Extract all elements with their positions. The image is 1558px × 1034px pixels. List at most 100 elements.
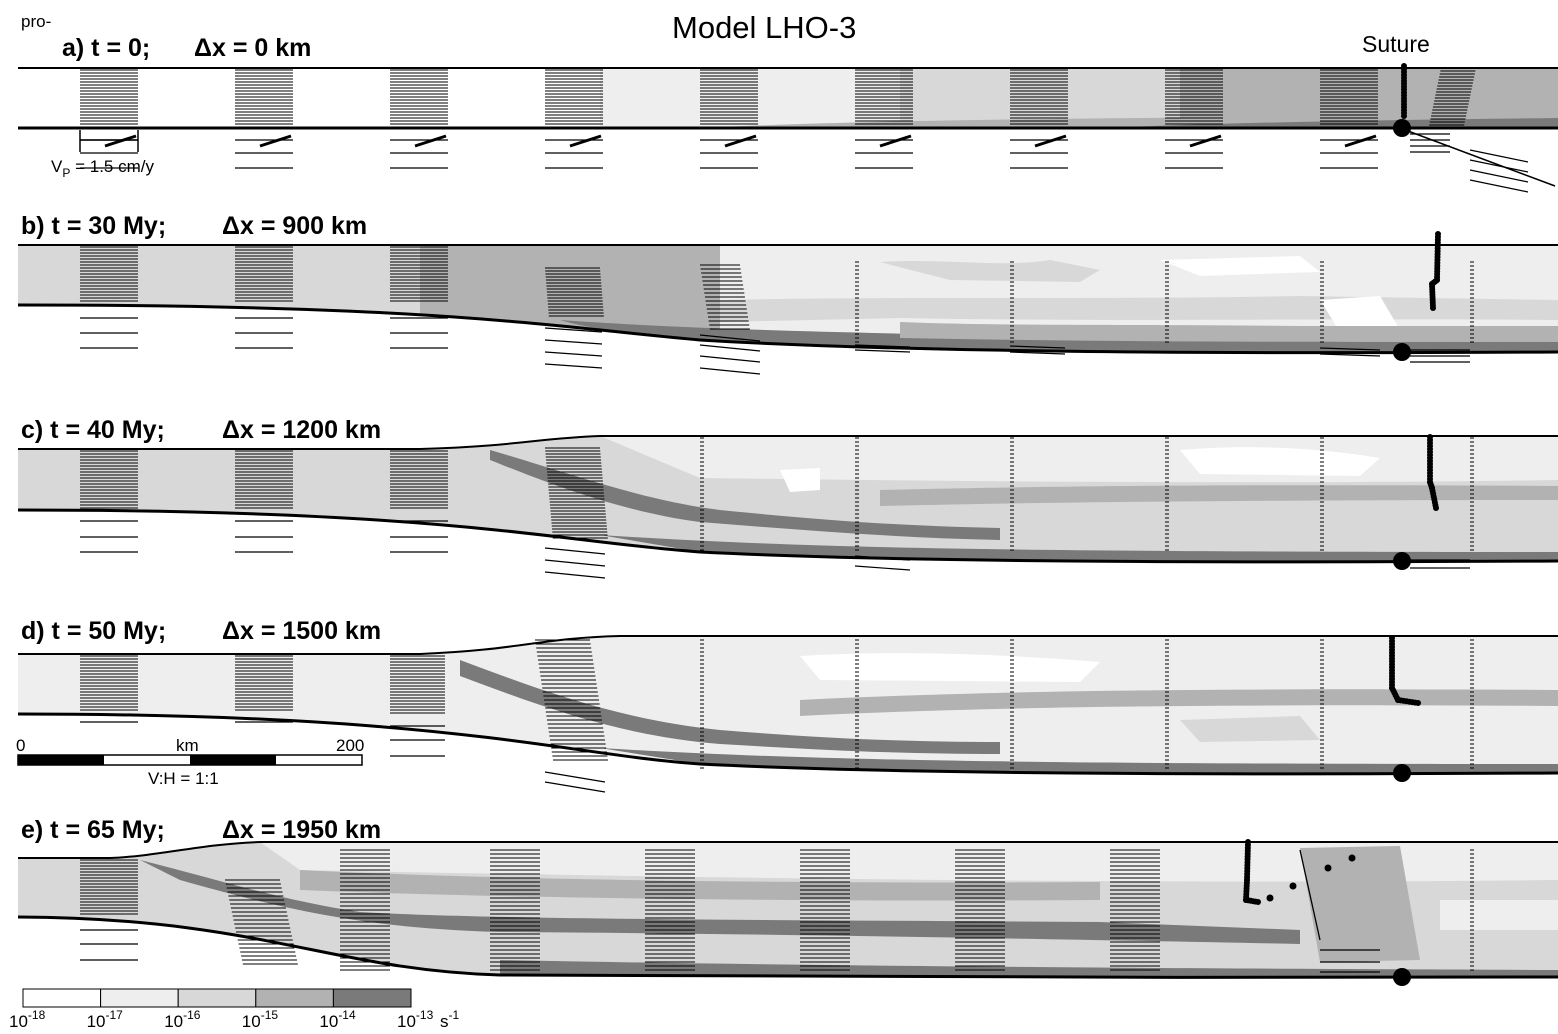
strain-marker-column	[390, 655, 445, 714]
mantle-marker-lines	[80, 520, 138, 553]
strain-marker-column	[1320, 69, 1378, 125]
strain-marker-column	[535, 639, 608, 761]
strain-marker-column	[700, 264, 750, 330]
suture-marker-chain	[1389, 635, 1421, 706]
strain-marker-column	[80, 859, 138, 915]
mantle-marker-lines	[1009, 345, 1066, 355]
suture-marker-chain	[1401, 63, 1407, 119]
mantle-marker-lines	[390, 317, 448, 349]
strain-marker-column	[1470, 639, 1474, 769]
mantle-marker-lines	[699, 334, 761, 375]
scale-bar: 0 km 200 V:H = 1:1	[16, 736, 364, 788]
strain-marker-column	[235, 246, 293, 302]
colorbar-swatch	[22, 988, 102, 1008]
panel-e-label: e) t = 65 My;	[21, 816, 165, 844]
strain-marker-column	[80, 246, 138, 302]
velocity-arrow	[259, 134, 292, 148]
strain-marker-column	[225, 879, 298, 965]
mantle-marker-lines	[855, 152, 913, 169]
strain-marker-column	[855, 639, 859, 769]
colorbar-swatch	[255, 988, 334, 1008]
suture-markers	[1243, 63, 1441, 986]
mantle-marker-lines	[390, 520, 448, 553]
strain-marker-column	[235, 450, 293, 509]
colorbar-tick-label: 10-16	[164, 1008, 201, 1031]
strain-marker-column	[1320, 437, 1324, 551]
panel-d-label: d) t = 50 My;	[21, 617, 166, 645]
strain-marker-column	[1110, 849, 1160, 971]
strain-marker-column	[1470, 261, 1474, 343]
panel-a: a) t = 0; Δx = 0 km Suture VP = 1.5 cm/y	[18, 31, 1558, 180]
strain-marker-column	[1165, 69, 1223, 125]
strain-marker-column	[700, 69, 758, 125]
strain-marker-column	[235, 69, 293, 125]
colorbar-tick-label: 10-13	[397, 1008, 434, 1031]
strain-marker-column	[700, 639, 704, 769]
strain-marker-column	[1429, 67, 1476, 126]
suture-marker-chain	[1243, 839, 1261, 905]
strain-marker-grids	[80, 67, 1556, 973]
subduction-slab-line	[1399, 127, 1556, 187]
velocity-arrow	[414, 134, 447, 148]
panel-c: c) t = 40 My; Δx = 1200 km	[17, 416, 1558, 564]
side-label: pro-	[21, 12, 51, 31]
mantle-marker-lines	[1410, 559, 1470, 569]
suture-point	[1393, 764, 1411, 782]
mantle-marker-lines	[80, 929, 138, 961]
mantle-marker-lines	[854, 344, 911, 353]
velocity-arrow	[569, 134, 602, 148]
mantle-marker-lines	[1410, 133, 1450, 153]
mantle-marker-lines	[80, 152, 138, 169]
mantle-marker-lines	[545, 152, 603, 169]
strain-marker-column	[855, 69, 913, 125]
scale-bar-end: 200	[336, 736, 364, 755]
mantle-marker-lines	[390, 725, 445, 757]
strain-marker-column	[1470, 437, 1474, 551]
figure-title: Model LHO-3	[672, 10, 856, 45]
mantle-marker-lines	[390, 152, 448, 169]
strain-marker-column	[1165, 261, 1169, 343]
strain-marker-column	[545, 69, 603, 125]
mantle-marker-lines	[700, 152, 758, 169]
mantle-marker-lines	[1320, 949, 1380, 973]
mantle-marker-lines	[854, 555, 911, 571]
strain-marker-column	[1320, 261, 1324, 343]
strain-marker-column	[390, 450, 448, 509]
suture-point	[1393, 552, 1411, 570]
panel-b-label: b) t = 30 My;	[21, 212, 166, 240]
panel-c-displacement: Δx = 1200 km	[222, 416, 381, 444]
strain-marker-column	[390, 246, 448, 302]
scale-bar-start: 0	[16, 736, 25, 755]
colorbar-tick-label: 10-17	[87, 1008, 124, 1031]
strain-marker-column	[1010, 437, 1014, 551]
strain-marker-column	[1320, 639, 1324, 769]
strain-marker-column	[1010, 639, 1014, 769]
mantle-marker-lines	[235, 152, 293, 169]
suture-point	[1348, 854, 1356, 862]
mantle-marker-lines	[544, 771, 606, 793]
panel-e-displacement: Δx = 1950 km	[222, 816, 381, 844]
colorbar-swatch	[100, 988, 179, 1008]
strain-marker-column	[340, 849, 390, 971]
scale-bar-ratio: V:H = 1:1	[148, 769, 219, 788]
mantle-marker-lines	[1410, 349, 1470, 363]
strain-marker-column	[800, 849, 850, 971]
strain-marker-column	[545, 447, 608, 539]
strain-marker-column	[1010, 69, 1068, 125]
deformed-marker	[1299, 849, 1321, 941]
velocity-arrow	[879, 134, 912, 148]
suture-point	[1266, 894, 1274, 902]
colorbar-tick-label: 10-14	[319, 1008, 356, 1031]
mantle-marker-lines	[1319, 347, 1381, 357]
mantle-marker-lines	[1320, 152, 1378, 169]
suture-point	[1289, 882, 1297, 890]
suture-point	[1393, 343, 1411, 361]
velocity-label: VP = 1.5 cm/y	[51, 157, 154, 180]
strain-marker-column	[80, 69, 138, 125]
strain-marker-column	[1165, 639, 1169, 769]
mantle-marker-lines	[1010, 152, 1068, 169]
strain-marker-column	[390, 69, 448, 125]
strain-marker-column	[1470, 849, 1474, 971]
colorbar-swatch	[332, 988, 412, 1008]
